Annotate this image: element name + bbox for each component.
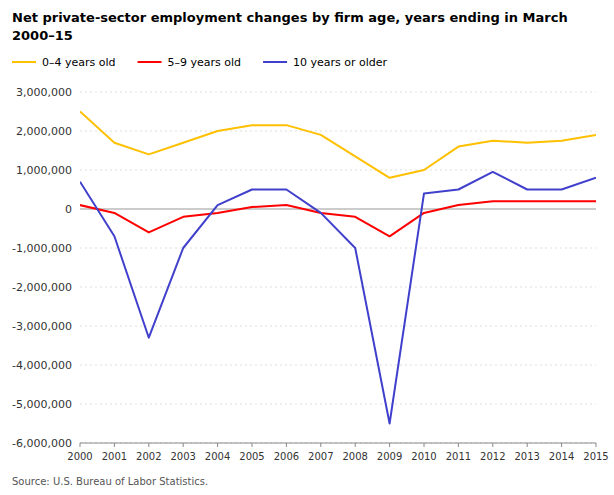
- subtitle: 2000–15: [12, 28, 73, 43]
- grid-line: [80, 170, 596, 171]
- x-tick-label: 2006: [274, 451, 299, 462]
- source-note: Source: U.S. Bureau of Labor Statistics.: [12, 476, 208, 487]
- chart: Net private-sector employment changes by…: [0, 0, 614, 495]
- grid-line: [80, 443, 596, 444]
- y-tick-label: 3,000,000: [16, 86, 72, 99]
- x-axis: 2000 2001 2002 2003 2004 2005 2006 2007 2008 2009…: [67, 443, 608, 462]
- x-tick-label: 2014: [549, 451, 574, 462]
- grid-line: [80, 287, 596, 288]
- legend-swatch: [138, 61, 162, 63]
- y-tick-label: -4,000,000: [12, 359, 72, 372]
- x-tick-label: 2012: [480, 451, 505, 462]
- y-tick-label: 1,000,000: [16, 164, 72, 177]
- x-tick: [217, 443, 218, 447]
- y-axis: -6,000,000 -5,000,000 -4,000,000 -3,000,000…: [12, 86, 596, 450]
- x-tick-label: 2004: [205, 451, 230, 462]
- x-tick-label: 2003: [170, 451, 195, 462]
- grid-line: [80, 365, 596, 366]
- x-tick: [527, 443, 528, 447]
- x-tick-label: 2010: [411, 451, 436, 462]
- legend-swatch: [263, 61, 287, 63]
- y-tick-label: -3,000,000: [12, 320, 72, 333]
- series-line: [80, 112, 596, 178]
- x-tick: [458, 443, 459, 447]
- grid-line: [80, 248, 596, 249]
- title: Net private-sector employment changes by…: [12, 10, 568, 25]
- x-tick: [320, 443, 321, 447]
- legend-label: 10 years or older: [293, 56, 388, 69]
- x-tick: [148, 443, 149, 447]
- x-tick: [114, 443, 115, 447]
- x-tick: [80, 443, 81, 447]
- x-tick-label: 2005: [239, 451, 264, 462]
- x-tick: [183, 443, 184, 447]
- x-tick: [252, 443, 253, 447]
- x-tick-label: 2015: [583, 451, 608, 462]
- legend-label: 5–9 years old: [168, 56, 242, 69]
- x-tick: [596, 443, 597, 447]
- y-tick-label: 0: [65, 203, 72, 216]
- x-tick-label: 2009: [377, 451, 402, 462]
- x-axis-line: [80, 443, 596, 444]
- grid-line: [80, 326, 596, 327]
- x-tick-label: 2007: [308, 451, 333, 462]
- y-tick-label: -2,000,000: [12, 281, 72, 294]
- series-line: [80, 172, 596, 424]
- y-tick-label: -5,000,000: [12, 398, 72, 411]
- y-tick-label: -1,000,000: [12, 242, 72, 255]
- grid-line: [80, 209, 596, 210]
- grid-line: [80, 131, 596, 132]
- legend-swatch: [12, 61, 36, 63]
- x-tick: [286, 443, 287, 447]
- grid-line: [80, 92, 596, 93]
- y-tick-label: -6,000,000: [12, 437, 72, 450]
- legend: 0–4 years old 5–9 years old 10 years or ol…: [12, 56, 388, 69]
- x-tick: [492, 443, 493, 447]
- legend-label: 0–4 years old: [42, 56, 116, 69]
- x-tick: [561, 443, 562, 447]
- x-tick-label: 2008: [342, 451, 367, 462]
- x-tick-label: 2002: [136, 451, 161, 462]
- y-tick-label: 2,000,000: [16, 125, 72, 138]
- x-tick-label: 2001: [102, 451, 127, 462]
- x-tick: [389, 443, 390, 447]
- x-tick-label: 2011: [446, 451, 471, 462]
- x-tick-label: 2000: [67, 451, 92, 462]
- plot-area: [80, 112, 596, 424]
- grid-line: [80, 404, 596, 405]
- x-tick: [355, 443, 356, 447]
- x-tick-label: 2013: [514, 451, 539, 462]
- x-tick: [424, 443, 425, 447]
